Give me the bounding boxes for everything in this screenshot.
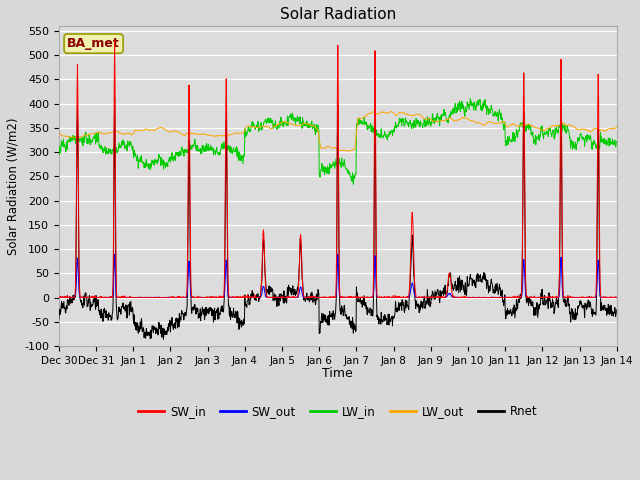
X-axis label: Time: Time (323, 367, 353, 380)
Legend: SW_in, SW_out, LW_in, LW_out, Rnet: SW_in, SW_out, LW_in, LW_out, Rnet (133, 400, 542, 422)
Text: BA_met: BA_met (67, 37, 120, 50)
Title: Solar Radiation: Solar Radiation (280, 7, 396, 22)
Y-axis label: Solar Radiation (W/m2): Solar Radiation (W/m2) (7, 117, 20, 255)
